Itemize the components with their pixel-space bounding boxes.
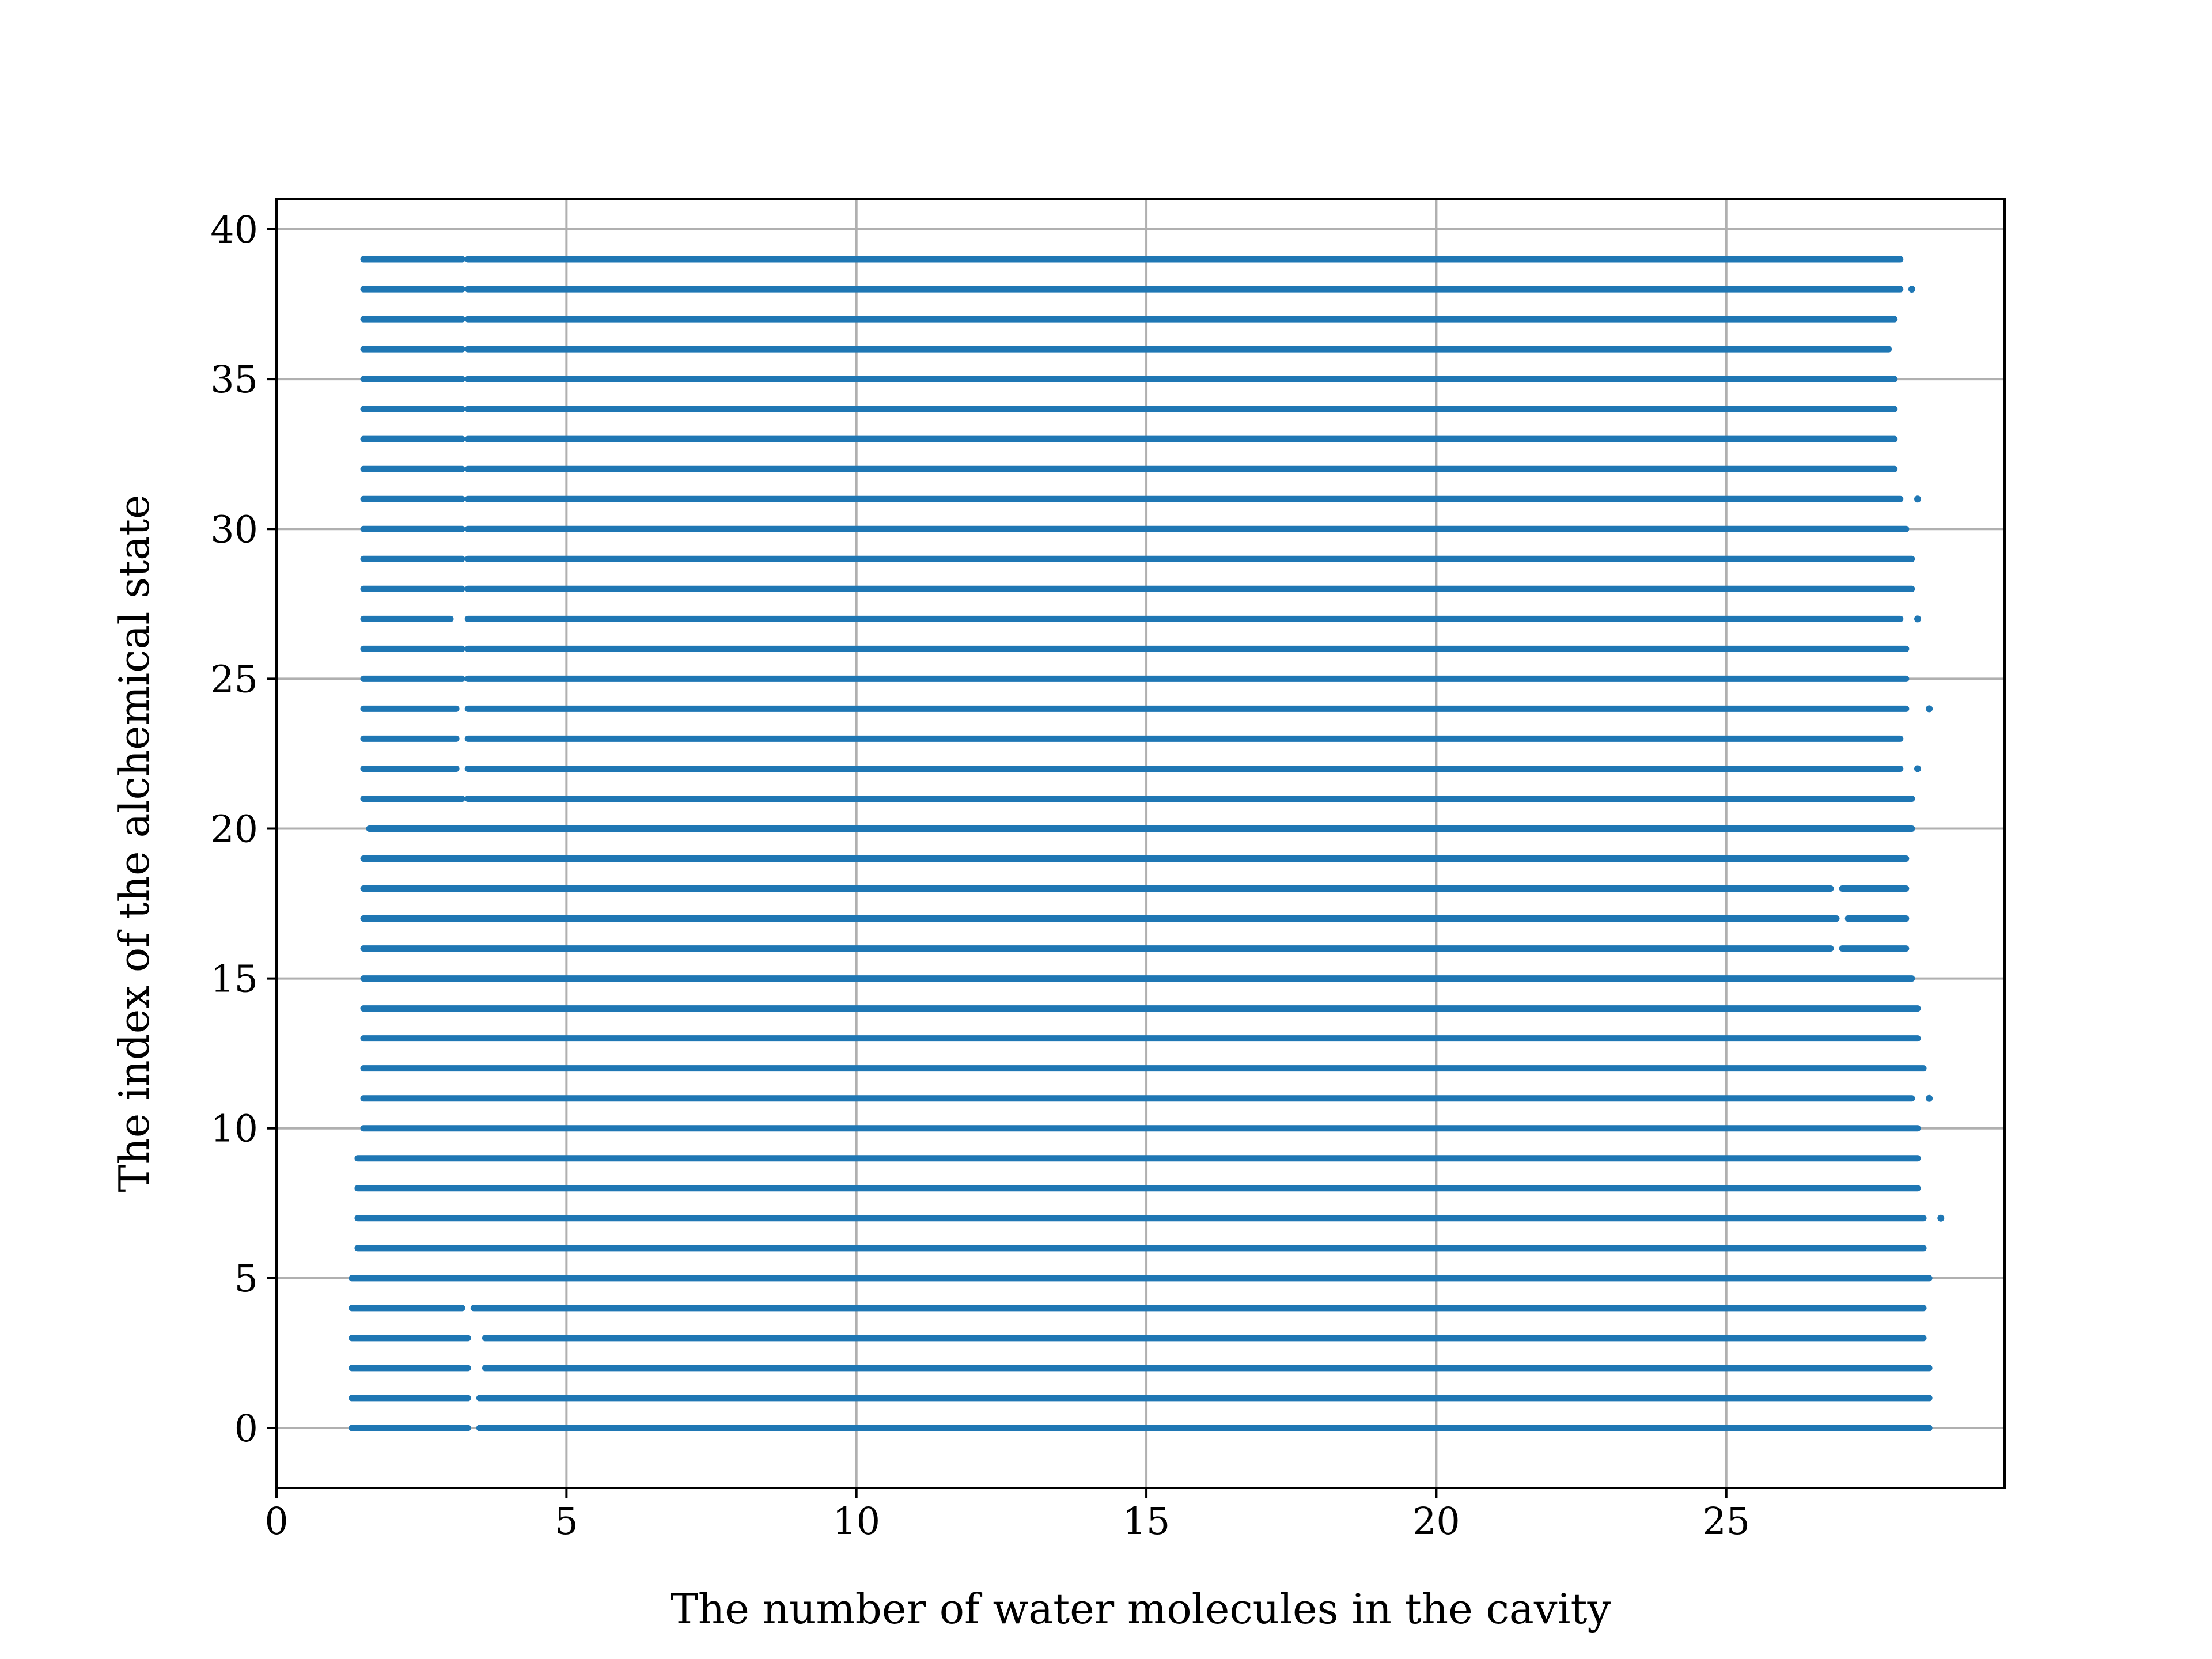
x-axis-label: The number of water molecules in the cav… [671,1585,1611,1633]
grid-lines [275,199,2005,1488]
y-axis-label: The index of the alchemical state [110,494,158,1192]
y-tick-label: 30 [210,508,258,551]
y-tick-label: 5 [234,1257,258,1301]
state-22-outlier-point [1914,765,1921,772]
y-tick-label: 20 [210,808,258,851]
axis-ticks: 0 5 10 15 20 25 0 5 10 15 20 25 30 35 40 [210,209,1750,1543]
y-tick-label: 15 [210,958,258,1001]
state-27-outlier-point [1914,615,1921,623]
y-tick-label: 0 [234,1407,258,1450]
y-tick-label: 35 [210,358,258,402]
data-points [349,256,1945,1431]
x-tick-label: 20 [1412,1500,1460,1543]
state-24-outlier-point [1926,705,1933,713]
y-tick-label: 25 [210,658,258,701]
x-tick-label: 0 [264,1500,288,1543]
state-38-outlier-point [1908,286,1915,293]
x-tick-label: 5 [555,1500,578,1543]
state-11-outlier-point [1926,1094,1933,1102]
x-tick-label: 25 [1702,1500,1750,1543]
state-31-outlier-point [1914,495,1921,503]
state-7-outlier-point [1937,1214,1945,1222]
y-tick-label: 10 [210,1108,258,1151]
x-tick-label: 10 [832,1500,880,1543]
y-tick-label: 40 [210,209,258,252]
plot-frame [275,198,2006,1489]
x-tick-label: 15 [1123,1500,1171,1543]
